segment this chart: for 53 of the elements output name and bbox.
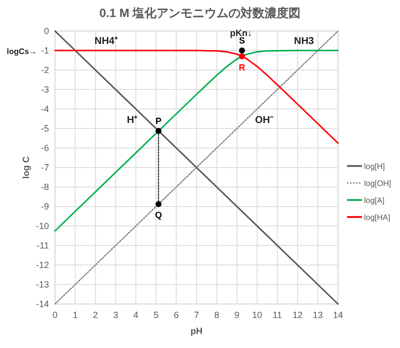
y-tick-label: -8: [40, 182, 49, 192]
annotation: H⁺: [126, 115, 138, 126]
y-tick-label: -4: [40, 104, 49, 114]
line-series: [54, 50, 339, 144]
y-tick-label: 0: [44, 26, 49, 36]
y-tick-label: -2: [40, 65, 49, 75]
data-label: R: [238, 62, 246, 72]
data-label: Q: [154, 210, 162, 220]
x-tick-label: 0: [52, 310, 58, 320]
point: [238, 53, 245, 60]
y-tick-label: -11: [36, 240, 49, 250]
x-tick-label: 4: [133, 310, 138, 320]
line-series: [54, 50, 339, 232]
y-tick-label: -10: [36, 221, 49, 231]
annotation: OH⁻: [255, 115, 274, 126]
y-tick-label: -9: [40, 202, 49, 212]
x-tick-label: 2: [92, 310, 98, 320]
y-tick-label: -14: [36, 299, 49, 309]
y-tick-label: -5: [40, 124, 49, 134]
point: [238, 48, 245, 54]
y-tick-label: -6: [40, 143, 49, 153]
x-tick-label: 11: [272, 310, 282, 320]
legend-label: log[OH]: [364, 179, 392, 188]
x-tick-label: 7: [194, 310, 200, 320]
y-axis-title: log C: [21, 156, 31, 179]
legend-label: log[A]: [364, 196, 384, 205]
annotation: pKn↓: [230, 28, 252, 38]
x-tick-label: 1: [72, 310, 78, 320]
legend-label: log[H]: [364, 162, 385, 171]
point: [155, 201, 162, 208]
x-tick-label: 14: [332, 310, 344, 320]
annotation: NH3: [294, 36, 314, 47]
x-tick-label: 8: [214, 310, 220, 320]
y-tick-label: -1: [40, 46, 49, 56]
x-tick-label: 9: [234, 310, 240, 320]
x-tick-label: 5: [154, 310, 159, 320]
x-tick-label: 6: [174, 310, 179, 320]
x-tick-label: 10: [252, 310, 262, 320]
y-tick-label: -12: [36, 260, 49, 270]
annotation: NH4⁺: [94, 36, 118, 47]
text: logCs→: [6, 47, 37, 56]
x-tick-label: 13: [312, 310, 323, 320]
y-tick-label: -13: [36, 280, 49, 290]
data-label: P: [155, 116, 162, 126]
point: [155, 128, 162, 134]
y-tick-label: -7: [40, 162, 49, 172]
y-tick-label: -3: [40, 84, 49, 94]
x-tick-label: 3: [113, 310, 118, 320]
chart-title: 0.1 M 塩化アンモニウムの対数濃度図: [99, 6, 301, 20]
data-label: S: [238, 36, 245, 46]
legend-label: log[HA]: [364, 213, 390, 222]
x-tick-label: 12: [292, 310, 303, 320]
x-axis-title: pH: [190, 326, 202, 336]
